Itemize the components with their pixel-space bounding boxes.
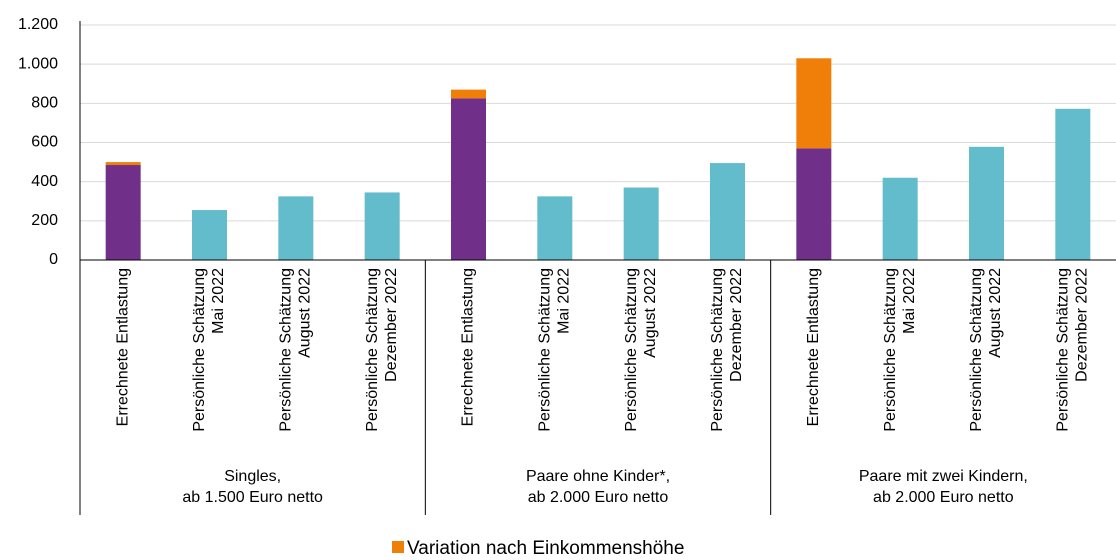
x-tick-label: Errechnete Entlastung — [114, 268, 131, 426]
bar-segment — [969, 146, 1004, 260]
y-tick-label: 600 — [31, 134, 58, 151]
y-tick-label: 800 — [31, 95, 58, 112]
bar-segment — [882, 177, 918, 260]
x-tick-label: August 2022 — [642, 268, 659, 358]
y-tick-label: 200 — [31, 212, 58, 229]
x-tick-label: August 2022 — [987, 268, 1004, 358]
y-tick-label: 0 — [49, 251, 58, 268]
x-tick-label: Persönliche Schätzung — [968, 268, 985, 432]
x-tick-label: Persönliche Schätzung — [623, 268, 640, 432]
group-label: Singles, — [224, 468, 281, 485]
group-label: Paare mit zwei Kindern, — [859, 468, 1028, 485]
x-tick-label: Persönliche Schätzung — [1055, 268, 1072, 432]
group-label: ab 1.500 Euro netto — [182, 489, 323, 506]
bar-segment — [105, 165, 141, 260]
x-tick-label: Dezember 2022 — [383, 268, 400, 382]
bar-segment — [192, 210, 227, 260]
x-tick-label: August 2022 — [297, 268, 314, 358]
bar-segment — [451, 89, 486, 99]
y-tick-label: 1.000 — [18, 55, 58, 72]
group-label: ab 2.000 Euro netto — [873, 489, 1014, 506]
y-tick-label: 1.200 — [18, 16, 58, 33]
y-tick-label: 400 — [31, 173, 58, 190]
x-tick-label: Dezember 2022 — [1074, 268, 1091, 382]
x-tick-label: Errechnete Entlastung — [460, 268, 477, 426]
x-tick-label: Persönliche Schätzung — [537, 268, 554, 432]
x-tick-label: Mai 2022 — [210, 268, 227, 334]
x-tick-label: Errechnete Entlastung — [805, 268, 822, 426]
bar-segment — [1055, 108, 1091, 260]
x-tick-label: Persönliche Schätzung — [364, 268, 381, 432]
bar-segment — [710, 163, 745, 260]
x-tick-label: Persönliche Schätzung — [882, 268, 899, 432]
x-tick-label: Mai 2022 — [901, 268, 918, 334]
x-tick-label: Mai 2022 — [556, 268, 573, 334]
x-tick-label: Persönliche Schätzung — [278, 268, 295, 432]
x-tick-label: Persönliche Schätzung — [709, 268, 726, 432]
x-tick-label: Persönliche Schätzung — [191, 268, 208, 432]
group-label: ab 2.000 Euro netto — [528, 489, 669, 506]
legend-swatch — [392, 541, 404, 553]
x-tick-label: Dezember 2022 — [728, 268, 745, 382]
group-label: Paare ohne Kinder*, — [526, 468, 670, 485]
bar-segment — [796, 148, 832, 260]
bar-segment — [278, 196, 314, 260]
bar-segment — [537, 196, 573, 260]
bar-segment — [451, 98, 486, 260]
bar-segment — [105, 162, 141, 166]
bar-segment — [796, 58, 832, 149]
bar-segment — [623, 187, 659, 260]
bar-segment — [364, 192, 400, 260]
legend-label: Variation nach Einkommenshöhe — [407, 538, 684, 559]
